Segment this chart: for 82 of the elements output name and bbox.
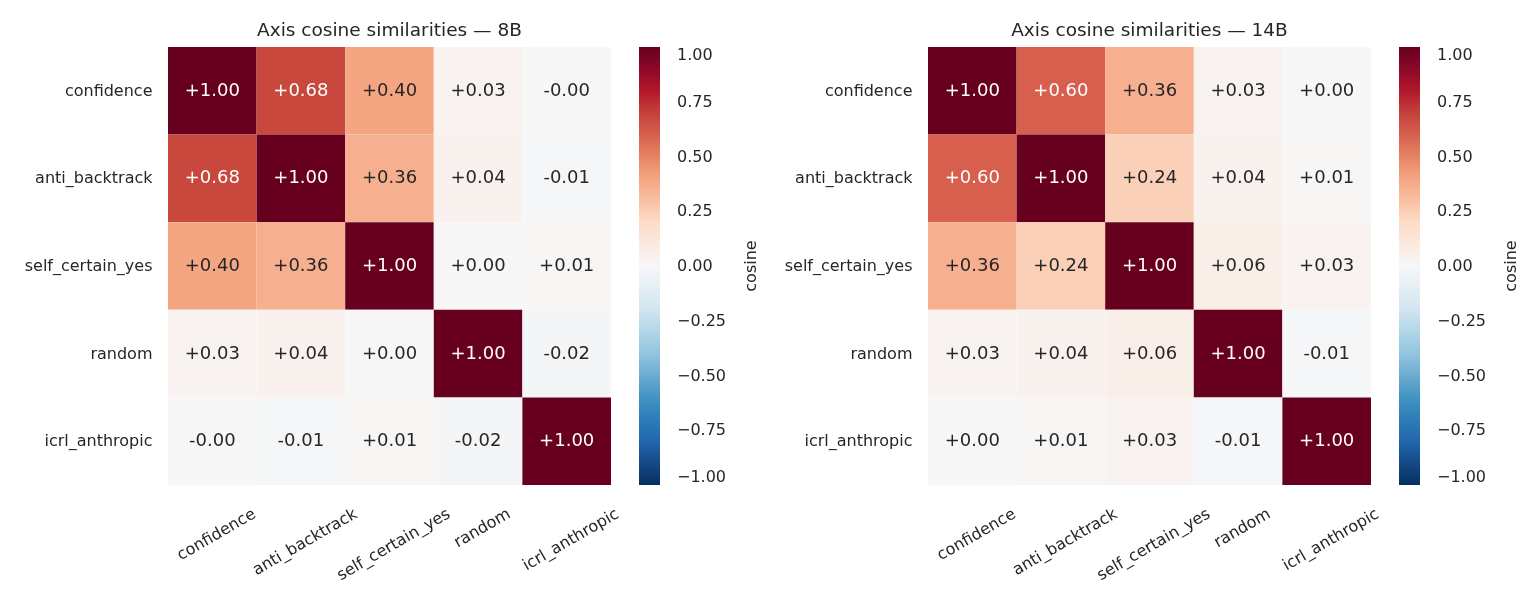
color-bar-label: −0.75 (677, 420, 727, 440)
data-label: +0.03 (450, 78, 506, 100)
data-label: +0.60 (1033, 78, 1089, 100)
y-tick-label: anti_backtrack (35, 168, 154, 189)
data-label: -0.01 (543, 166, 590, 188)
data-label: -0.02 (454, 429, 502, 451)
data-label: +0.00 (1299, 78, 1355, 100)
color-bar-label: 0.50 (677, 146, 713, 166)
data-label: +0.04 (450, 166, 506, 188)
data-label: +0.01 (539, 254, 595, 275)
color-bar-label: 0.75 (677, 91, 713, 111)
color-bar-label: −0.50 (1437, 365, 1487, 385)
data-label: +1.00 (1210, 341, 1266, 363)
data-label: +0.36 (1121, 78, 1178, 100)
data-label: +0.01 (361, 429, 418, 451)
y-tick-label: anti_backtrack (795, 168, 914, 189)
data-label: +0.01 (1299, 166, 1355, 188)
color-bar-title: cosine (1501, 240, 1520, 292)
data-label: +0.04 (1033, 341, 1089, 363)
data-label: -0.00 (189, 429, 236, 451)
chart-title: Axis cosine similarities — 14B (1011, 18, 1288, 40)
data-label: +0.00 (944, 429, 1000, 451)
data-label: +0.01 (1033, 429, 1089, 451)
color-bar-label: 0.50 (1437, 146, 1473, 166)
color-bar-label: −0.75 (1437, 420, 1487, 440)
chart-title: Axis cosine similarities — 8B (257, 18, 522, 40)
y-tick-label: icrl_anthropic (804, 431, 913, 452)
color-bar-label: 0.75 (1437, 91, 1473, 111)
color-bar-label: −0.25 (677, 310, 727, 330)
color-bar-label: 0.00 (677, 256, 713, 275)
data-label: -0.02 (543, 341, 590, 363)
color-bar-label: −1.00 (677, 467, 727, 486)
data-label: +1.00 (184, 78, 240, 100)
data-label: +0.68 (184, 166, 240, 188)
data-label: +1.00 (944, 78, 1000, 100)
y-tick-label: self_certain_yes (784, 256, 913, 276)
color-bar-label: 0.25 (677, 201, 713, 221)
color-bar-label: −1.00 (1437, 467, 1487, 486)
color-bar-label: 1.00 (1437, 45, 1473, 64)
y-tick-label: icrl_anthropic (44, 431, 153, 452)
data-label: +0.24 (1033, 254, 1089, 275)
data-label: +0.04 (1210, 166, 1266, 188)
color-bar-label: −0.25 (1437, 310, 1487, 330)
color-bar-label: 0.25 (1437, 201, 1473, 221)
data-label: +0.00 (361, 341, 418, 363)
data-label: +0.03 (1210, 78, 1266, 100)
data-label: -0.01 (1303, 341, 1350, 363)
data-label: +0.40 (361, 78, 418, 100)
data-label: +0.03 (184, 341, 240, 363)
data-label: +0.36 (361, 166, 418, 188)
data-label: +0.60 (944, 166, 1000, 188)
data-label: +0.03 (1299, 254, 1355, 275)
color-bar-title: cosine (741, 240, 760, 292)
data-label: +1.00 (1121, 254, 1178, 275)
data-label: +1.00 (450, 341, 506, 363)
data-label: +0.06 (1121, 341, 1178, 363)
y-tick-label: confidence (64, 80, 153, 100)
data-label: +0.40 (184, 254, 240, 275)
data-label: +0.06 (1210, 254, 1266, 275)
color-bar-label: −0.50 (677, 365, 727, 385)
data-label: +1.00 (1033, 166, 1089, 188)
color-bar-label: 0.00 (1437, 256, 1473, 275)
y-tick-label: self_certain_yes (24, 256, 153, 276)
data-label: -0.01 (1214, 429, 1262, 451)
data-label: +0.24 (1121, 166, 1178, 188)
data-label: +1.00 (361, 254, 418, 275)
data-label: +0.36 (273, 254, 329, 275)
data-label: +0.03 (944, 341, 1000, 363)
data-label: +1.00 (539, 429, 595, 451)
data-label: +1.00 (1299, 429, 1355, 451)
data-label: +1.00 (273, 166, 329, 188)
data-label: +0.04 (273, 341, 329, 363)
data-label: +0.36 (944, 254, 1000, 275)
color-bar-label: 1.00 (677, 45, 713, 64)
data-label: +0.00 (450, 254, 506, 275)
y-tick-label: confidence (824, 80, 913, 100)
data-label: -0.01 (277, 429, 325, 451)
data-label: +0.68 (273, 78, 329, 100)
data-label: -0.00 (543, 78, 590, 100)
y-tick-label: random (850, 343, 913, 363)
y-tick-label: random (90, 343, 153, 363)
data-label: +0.03 (1121, 429, 1178, 451)
